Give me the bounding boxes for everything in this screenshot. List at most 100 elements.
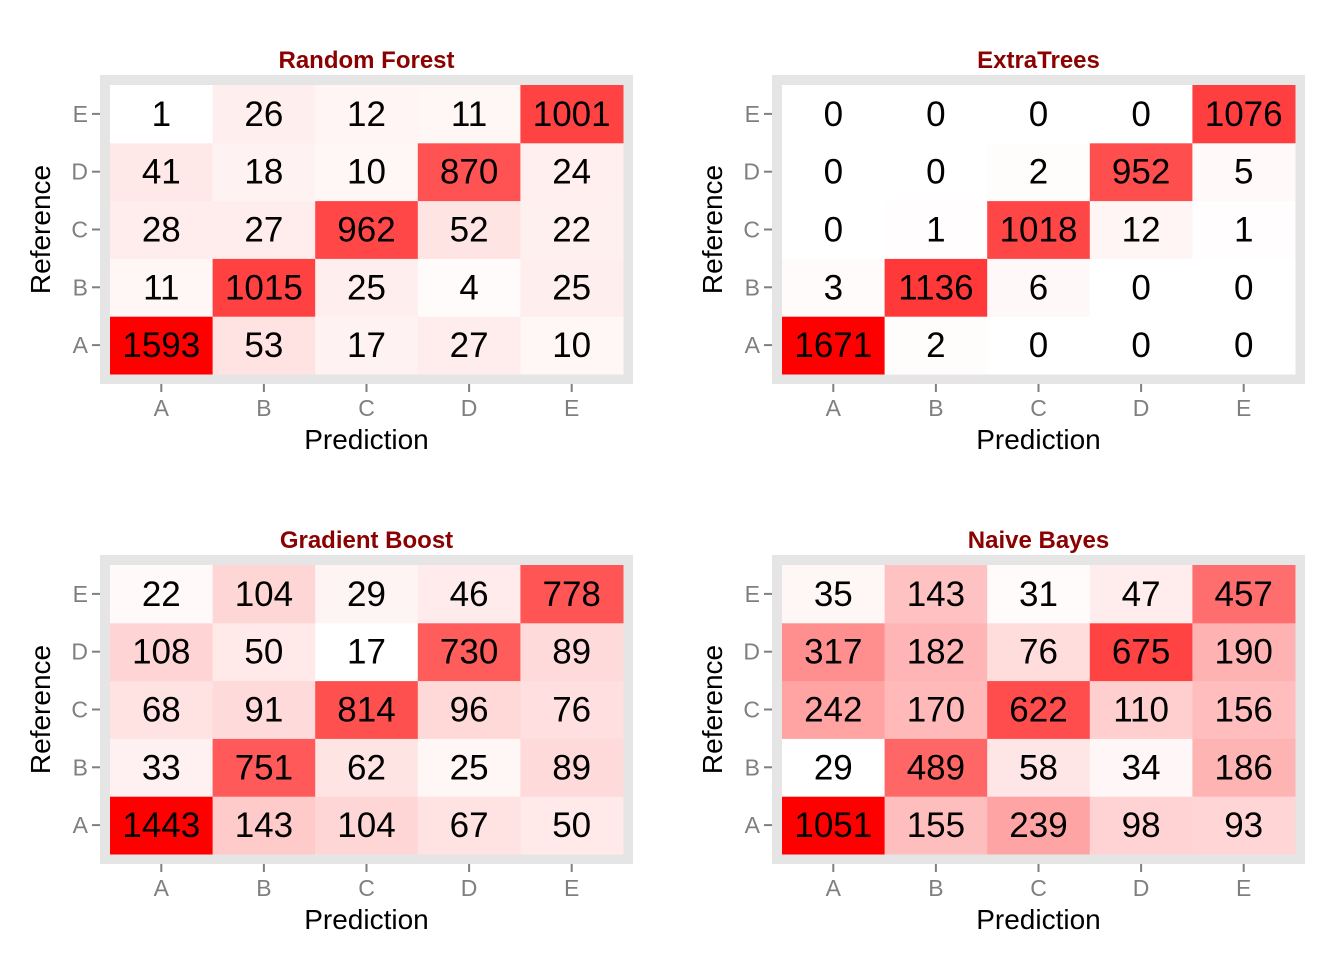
heatmap-cell (417, 738, 521, 797)
cell-value-label: 26 (244, 95, 283, 134)
heatmap-cell (782, 622, 886, 682)
heatmap-cell (1089, 622, 1193, 682)
cell-value-label: 317 (804, 633, 862, 672)
heatmap-cell (987, 142, 1091, 202)
y-tick-label: C (743, 697, 760, 723)
cell-value-label: 1671 (794, 326, 872, 365)
heatmap-cell (520, 680, 624, 739)
x-tick-label: B (928, 395, 943, 421)
heatmap-cell (520, 565, 624, 624)
cell-value-label: 10 (347, 153, 386, 192)
heatmap-cell (884, 258, 988, 317)
x-tick-label: C (1030, 395, 1047, 421)
y-tick-label: B (73, 274, 88, 300)
heatmap-cell (1192, 316, 1296, 375)
y-axis-label: Reference (697, 165, 728, 294)
heatmap-cell (884, 200, 988, 259)
cell-value-label: 25 (450, 748, 489, 787)
heatmap-cell (782, 796, 886, 855)
cell-value-label: 96 (450, 691, 489, 730)
cell-value-label: 27 (450, 326, 489, 365)
heatmap-cell (884, 738, 988, 797)
cell-value-label: 35 (814, 575, 853, 614)
cell-value-label: 242 (804, 691, 862, 730)
cell-value-label: 182 (907, 633, 965, 672)
heatmap-cell (782, 142, 886, 202)
cell-value-label: 18 (244, 153, 283, 192)
cell-value-label: 1018 (1000, 211, 1078, 250)
cell-value-label: 52 (450, 211, 489, 250)
cell-value-label: 12 (1122, 211, 1161, 250)
x-tick-label: D (461, 395, 478, 421)
cell-value-label: 89 (552, 633, 591, 672)
heatmap-cell (884, 85, 988, 144)
heatmap-cell (212, 796, 316, 855)
heatmap-cell (212, 565, 316, 624)
y-tick-label: B (73, 754, 88, 780)
panel-title: Naive Bayes (968, 527, 1109, 554)
heatmap-cell (987, 200, 1091, 259)
cell-value-label: 0 (1029, 95, 1048, 134)
y-axis-label: Reference (25, 645, 56, 774)
cell-value-label: 4 (459, 268, 478, 307)
heatmap-cell (782, 565, 886, 624)
heatmap-cell (417, 142, 521, 202)
y-tick-label: B (745, 274, 760, 300)
y-tick-label: E (73, 101, 88, 127)
heatmap-cell (212, 680, 316, 739)
x-tick-label: E (1236, 875, 1251, 901)
x-axis-label: Prediction (976, 424, 1101, 455)
cell-value-label: 0 (926, 95, 945, 134)
heatmap-cell (417, 258, 521, 317)
cell-value-label: 11 (143, 268, 179, 307)
cell-value-label: 239 (1009, 806, 1067, 845)
cell-value-label: 186 (1214, 748, 1272, 787)
heatmap-cell (1192, 738, 1296, 797)
y-tick-label: E (745, 581, 760, 607)
heatmap-cell (315, 200, 419, 259)
panel-2: ExtraTrees 1671 2 0 0 0 3 1136 6 0 0 0 1 1018 12 1 0 0 2 95… (697, 47, 1305, 455)
heatmap-cell (417, 316, 521, 375)
heatmap-cell (110, 565, 214, 624)
x-tick-label: C (358, 395, 375, 421)
heatmap-cell (1089, 796, 1193, 855)
x-tick-label: C (358, 875, 375, 901)
cell-value-label: 1136 (898, 268, 973, 307)
cell-value-label: 25 (347, 268, 386, 307)
heatmap-cell (110, 85, 214, 144)
heatmap-cell (884, 142, 988, 202)
cell-value-label: 67 (450, 806, 489, 845)
panel-border (100, 555, 633, 864)
heatmap-cell (520, 622, 624, 682)
panel-border (772, 75, 1305, 384)
cell-value-label: 93 (1224, 806, 1263, 845)
heatmap-cell (110, 258, 214, 317)
heatmap-cell (212, 142, 316, 202)
heatmap-cell (1089, 738, 1193, 797)
heatmap-cell (987, 796, 1091, 855)
heatmap-cell (520, 258, 624, 317)
heatmap-cell (315, 142, 419, 202)
cell-value-label: 24 (552, 153, 591, 192)
cell-value-label: 89 (552, 748, 591, 787)
cell-value-label: 29 (347, 575, 386, 614)
cell-value-label: 62 (347, 748, 386, 787)
heatmap-cell (520, 738, 624, 797)
heatmap-cell (110, 738, 214, 797)
cell-value-label: 25 (552, 268, 591, 307)
cell-value-label: 12 (347, 95, 386, 134)
y-tick-label: D (743, 639, 760, 665)
heatmap-cell (1089, 680, 1193, 739)
cell-value-label: 730 (440, 633, 498, 672)
cell-value-label: 108 (132, 633, 190, 672)
x-axis-label: Prediction (304, 904, 429, 935)
cell-value-label: 0 (824, 95, 843, 134)
y-tick-label: B (745, 754, 760, 780)
cell-value-label: 91 (244, 691, 283, 730)
panel-border (100, 75, 633, 384)
y-axis-label: Reference (25, 165, 56, 294)
heatmap-cell (1192, 622, 1296, 682)
cell-value-label: 0 (1131, 268, 1150, 307)
heatmap-cell (987, 680, 1091, 739)
cell-value-label: 143 (907, 575, 965, 614)
